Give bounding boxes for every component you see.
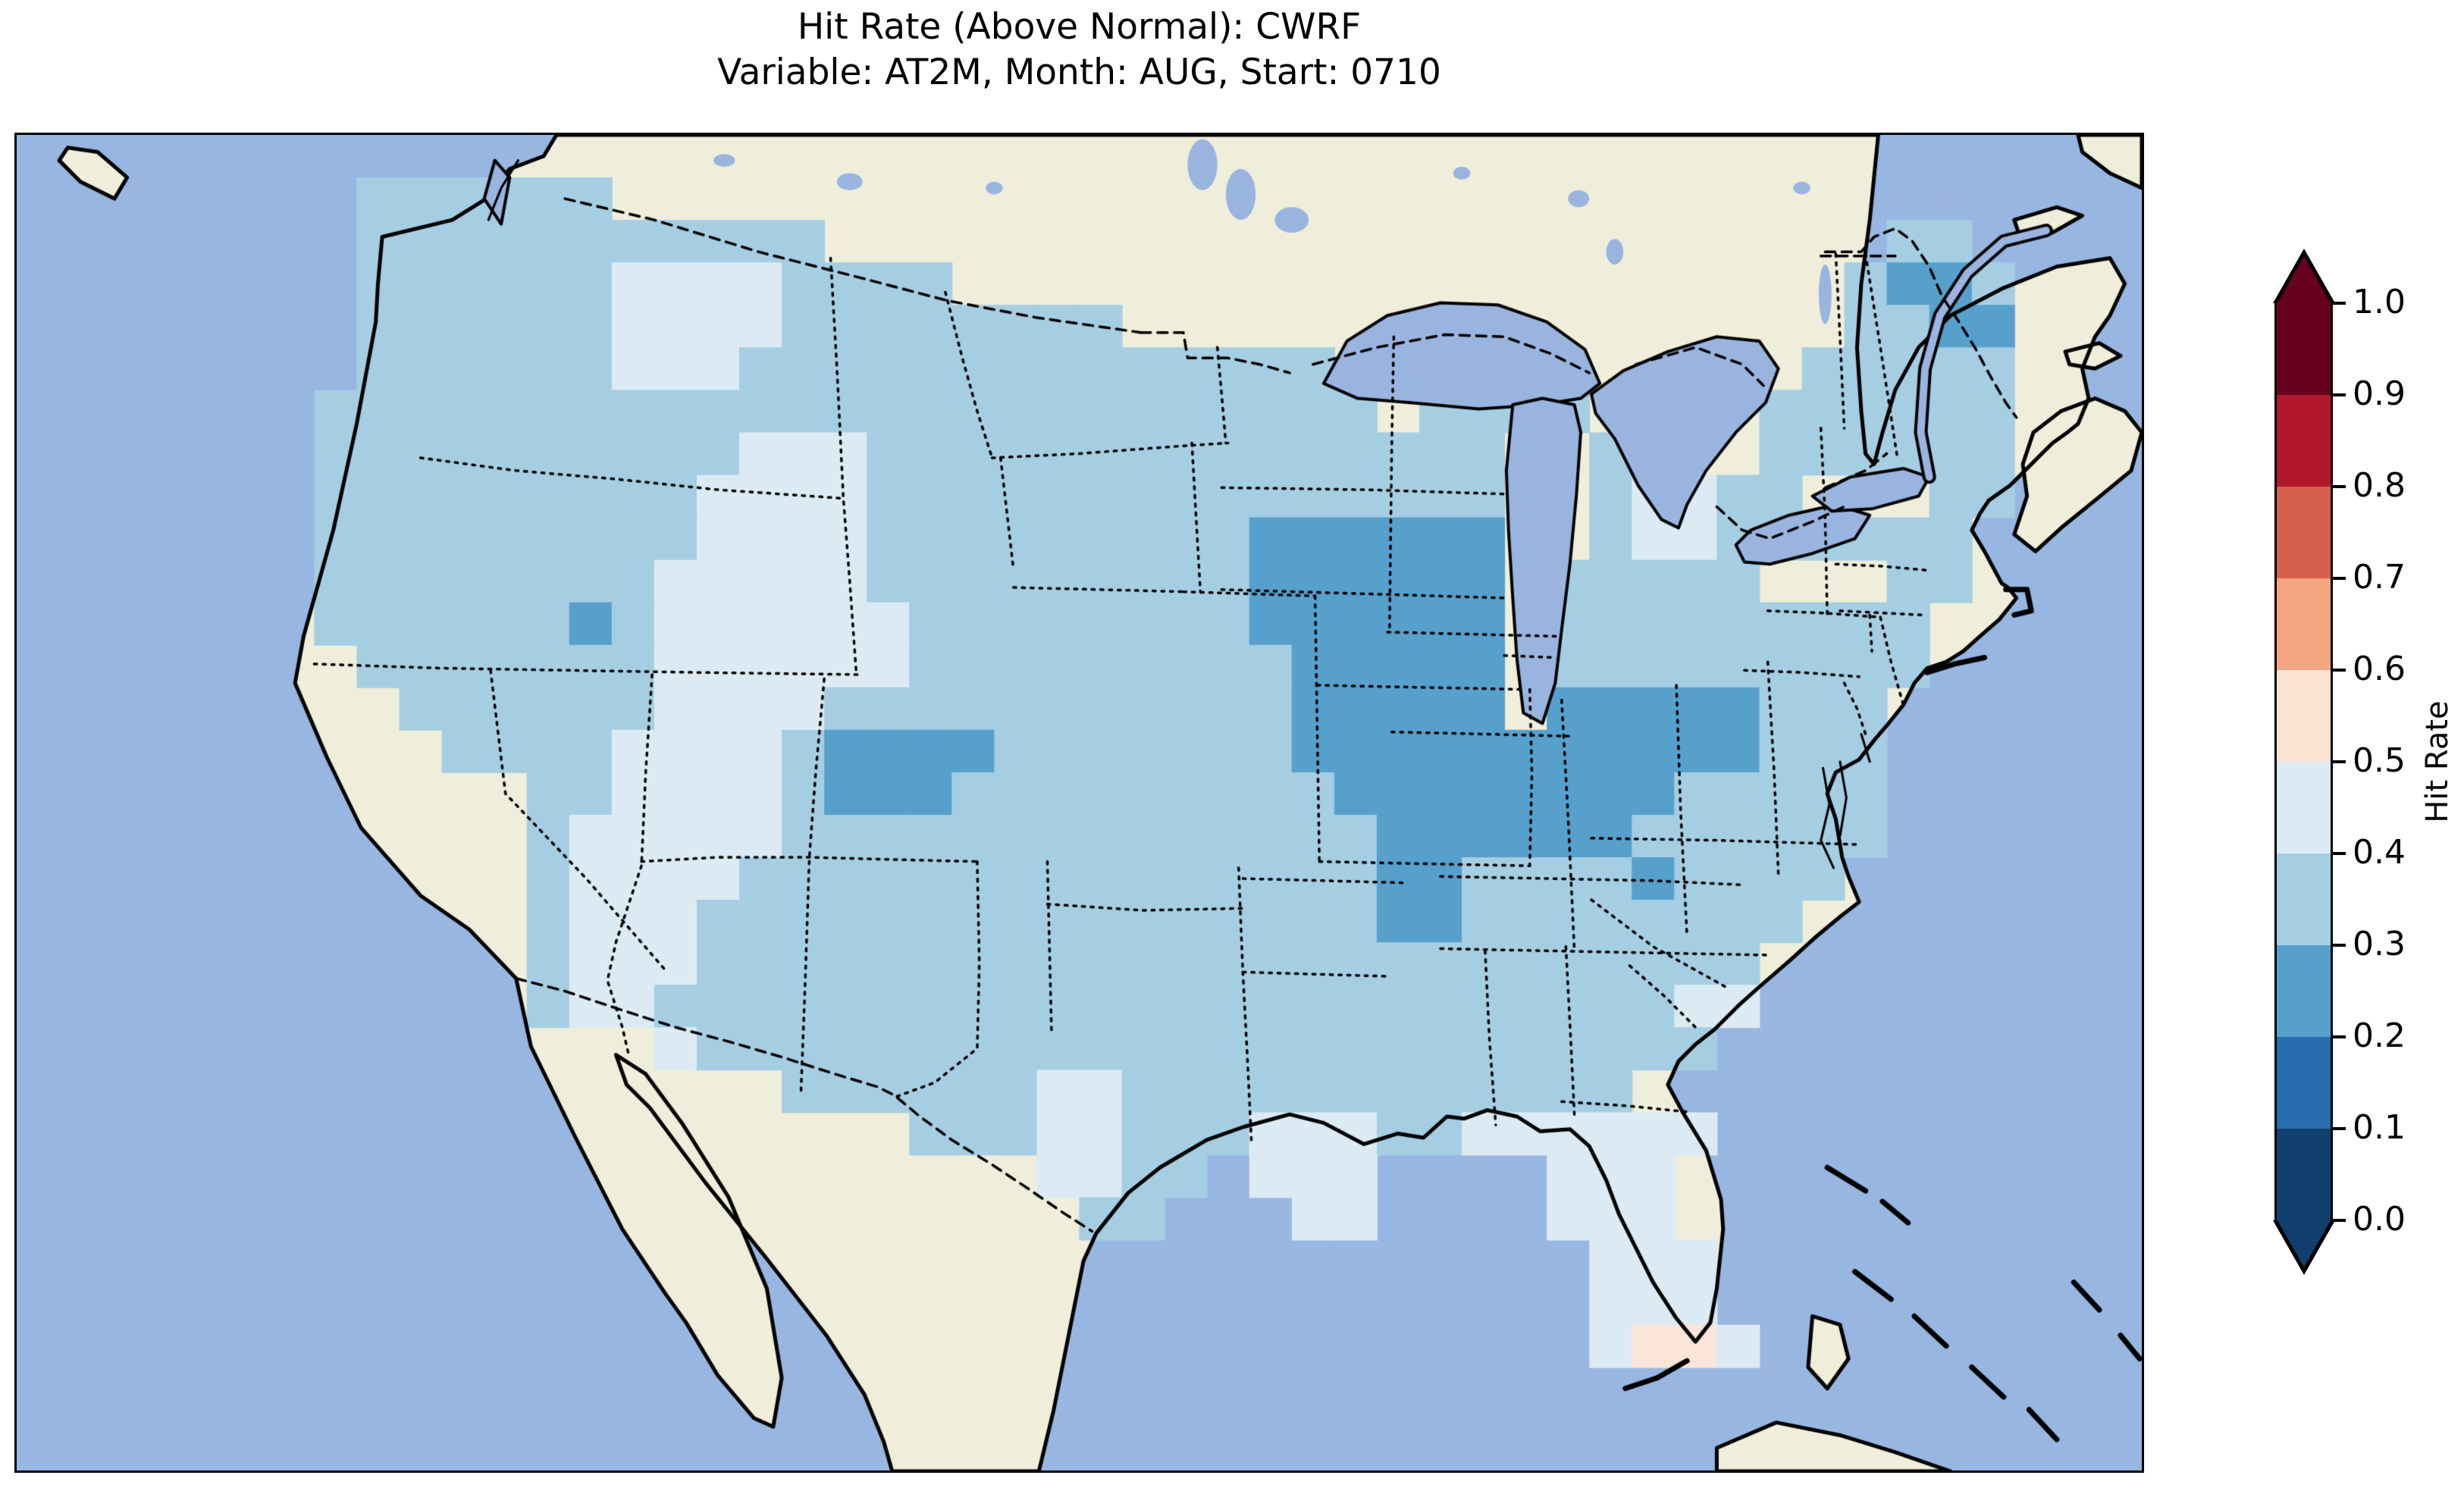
colorbar-segment xyxy=(2274,487,2333,578)
colorbar-segment xyxy=(2274,1037,2333,1129)
colorbar-tick xyxy=(2333,1127,2346,1130)
colorbar-tick-label: 1.0 xyxy=(2353,283,2406,321)
map-canvas xyxy=(17,135,2142,1471)
colorbar-label: Hit Rate xyxy=(2420,700,2455,823)
colorbar-tick-label: 0.2 xyxy=(2353,1016,2406,1055)
colorbar-tick xyxy=(2333,669,2346,672)
colorbar-tick xyxy=(2333,1035,2346,1038)
colorbar-tick-label: 0.0 xyxy=(2353,1200,2406,1239)
colorbar-tick xyxy=(2333,302,2346,305)
colorbar-tick xyxy=(2333,1219,2346,1222)
colorbar-tick xyxy=(2333,944,2346,947)
figure-title: Hit Rate (Above Normal): CWRF Variable: … xyxy=(17,5,2142,96)
colorbar-tick xyxy=(2333,577,2346,580)
colorbar-tick-label: 0.5 xyxy=(2353,741,2406,780)
colorbar-segment xyxy=(2274,578,2333,670)
title-line-1: Hit Rate (Above Normal): CWRF xyxy=(797,6,1362,48)
colorbar-segment xyxy=(2274,395,2333,487)
colorbar-tick xyxy=(2333,485,2346,488)
colorbar-segment xyxy=(2274,1129,2333,1220)
colorbar-tick xyxy=(2333,852,2346,855)
title-line-2: Variable: AT2M, Month: AUG, Start: 0710 xyxy=(717,52,1441,93)
colorbar-tick-label: 0.8 xyxy=(2353,466,2406,505)
colorbar-tick xyxy=(2333,760,2346,763)
colorbar-segment xyxy=(2274,853,2333,945)
colorbar-segment xyxy=(2274,303,2333,395)
colorbar-segment xyxy=(2274,945,2333,1037)
colorbar-arrow-up xyxy=(2277,256,2331,303)
colorbar-tick-label: 0.9 xyxy=(2353,374,2406,413)
colorbar-tick-label: 0.7 xyxy=(2353,558,2406,597)
colorbar-tick-label: 0.3 xyxy=(2353,925,2406,963)
colorbar-tick-label: 0.4 xyxy=(2353,833,2406,872)
colorbar-tick xyxy=(2333,393,2346,396)
colorbar-arrow-down xyxy=(2277,1220,2331,1267)
map-frame xyxy=(14,133,2144,1473)
colorbar-segment xyxy=(2274,762,2333,853)
colorbar-tick-label: 0.1 xyxy=(2353,1108,2406,1147)
colorbar-tick-label: 0.6 xyxy=(2353,650,2406,688)
colorbar-segment xyxy=(2274,670,2333,762)
